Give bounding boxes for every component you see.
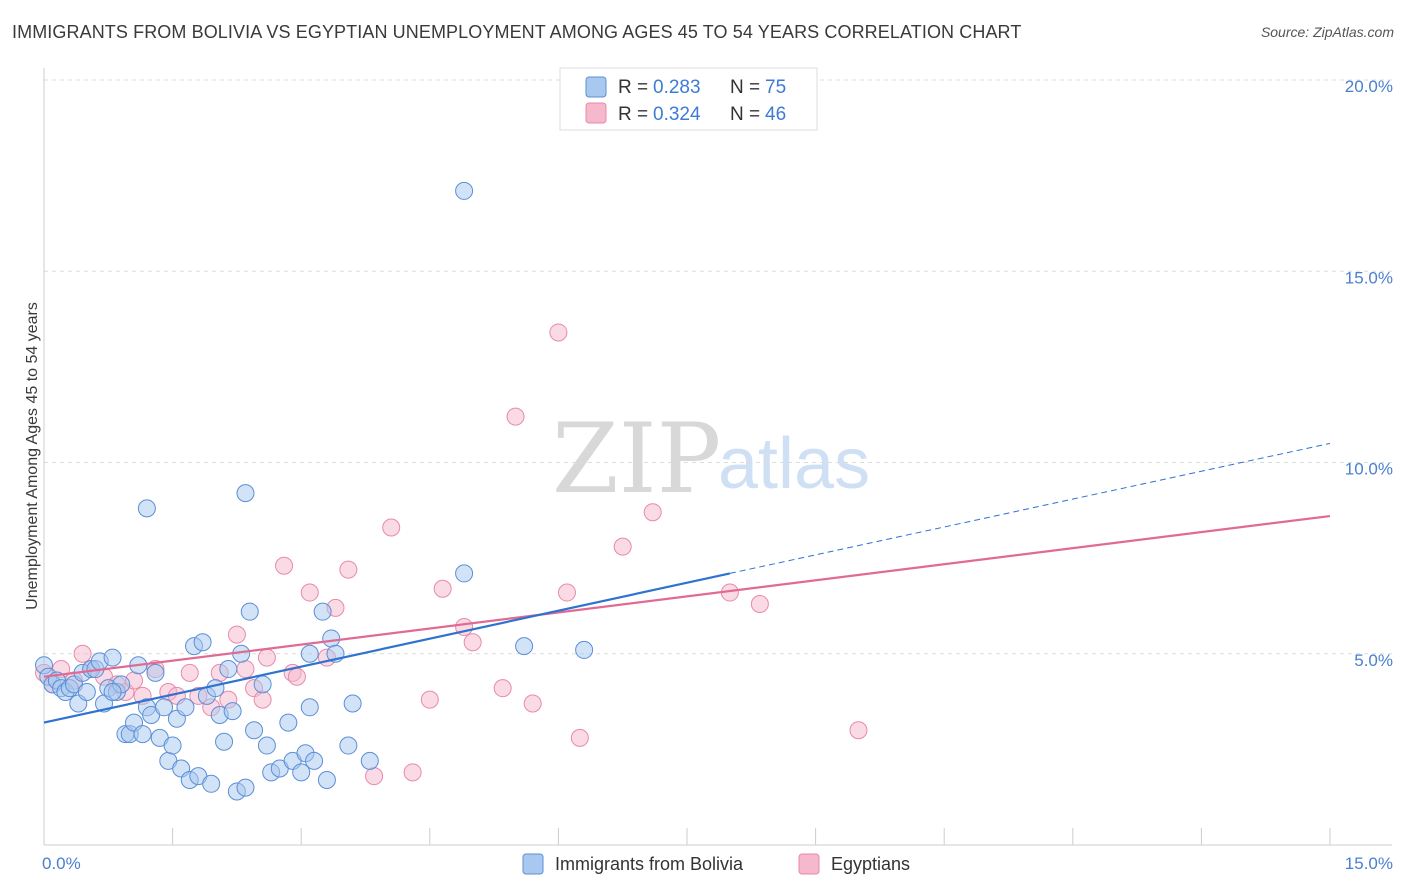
bolivia-point-51 [257,736,276,755]
trend-line-bolivia-extension [729,442,1331,574]
legend-swatch-egyptians [585,102,607,124]
y-axis-label: Unemployment Among Ages 45 to 54 years [24,302,41,610]
bolivia-point-71 [455,564,474,583]
egyptians-point-47 [750,595,769,614]
bolivia-point-23 [133,725,152,744]
y-tick-label-3: 20.0% [1345,77,1393,96]
egyptians-point-19 [227,625,246,644]
egyptians-point-32 [382,518,401,537]
legend-r-value-1: 0.283 [653,77,701,98]
y-tick-label-1: 10.0% [1345,460,1393,479]
egyptians-point-23 [257,648,276,667]
bolivia-point-43 [219,660,238,679]
egyptians-point-20 [236,660,255,679]
y-tick-label-2: 15.0% [1345,268,1393,287]
bolivia-point-16 [103,648,122,667]
bottom-legend: Immigrants from Bolivia Egyptians [522,853,910,875]
watermark-zip: ZIP [552,403,721,515]
egyptians-point-26 [287,667,306,686]
trend-lines [43,442,1331,724]
bottom-legend-swatch-egyptians [798,853,820,875]
bolivia-point-26 [146,663,165,682]
bolivia-point-64 [339,736,358,755]
series-bolivia-points [35,181,594,801]
legend-n-value-1: 75 [765,77,786,98]
egyptians-point-27 [300,583,319,602]
egyptians-point-43 [570,728,589,747]
bolivia-point-72 [515,637,534,656]
bolivia-point-60 [313,602,332,621]
egyptians-point-22 [253,690,272,709]
bolivia-point-49 [245,721,264,740]
axes [43,68,1392,846]
egyptians-point-34 [420,690,439,709]
bolivia-point-70 [455,181,474,200]
bolivia-point-56 [292,763,311,782]
egyptians-point-24 [275,556,294,575]
egyptians-point-30 [339,560,358,579]
bolivia-point-10 [77,683,96,701]
bolivia-point-44 [223,702,242,721]
egyptians-point-44 [613,537,632,556]
bolivia-point-33 [176,698,195,717]
egyptians-point-31 [365,767,384,786]
egyptians-point-45 [643,503,662,522]
egyptians-point-48 [849,721,868,740]
bolivia-point-37 [193,633,212,652]
bolivia-point-65 [343,694,362,713]
bolivia-point-58 [300,698,319,717]
bolivia-point-30 [163,736,182,755]
grid-lines [44,79,1392,655]
bolivia-point-74 [103,683,122,701]
bolivia-point-50 [253,675,272,694]
legend-n-label-2: N = [730,104,760,125]
x-tick-label-1: 15.0% [1345,854,1393,873]
bolivia-point-48 [240,602,259,621]
bolivia-point-62 [322,629,341,648]
bolivia-point-66 [360,751,379,770]
legend-n-value-2: 46 [765,104,786,125]
chart-title: IMMIGRANTS FROM BOLIVIA VS EGYPTIAN UNEM… [12,22,1022,42]
bolivia-point-67 [137,499,156,518]
bolivia-point-69 [300,644,319,663]
legend-r-label-1: R = [618,77,648,98]
egyptians-point-39 [506,407,525,426]
egyptians-point-35 [433,579,452,598]
bottom-legend-bolivia: Immigrants from Bolivia [555,854,744,874]
x-tick-label-0: 0.0% [42,854,81,873]
bolivia-point-47 [236,778,255,797]
bolivia-point-61 [317,770,336,789]
series-egyptians-points [35,323,868,786]
bolivia-point-40 [206,679,225,698]
legend-n-label-1: N = [730,77,760,98]
bolivia-point-42 [215,732,234,751]
trend-line-bolivia [43,572,731,724]
source-credit: Source: ZipAtlas.com [1260,24,1394,40]
trend-line-egyptians [43,514,1331,678]
bolivia-point-54 [279,713,298,732]
watermark-atlas: atlas [718,424,870,504]
egyptians-point-33 [403,763,422,782]
bolivia-point-59 [305,751,324,770]
bottom-legend-egyptians: Egyptians [831,854,910,874]
tick-labels: 5.0% 10.0% 15.0% 20.0% 0.0% 15.0% [42,77,1393,873]
egyptians-point-40 [523,694,542,713]
bolivia-point-68 [236,484,255,503]
legend-r-value-2: 0.324 [653,104,701,125]
egyptians-point-41 [549,323,568,342]
bolivia-point-39 [202,774,221,793]
bolivia-point-73 [575,640,594,659]
egyptians-point-14 [180,663,199,682]
legend-swatch-bolivia [585,76,607,98]
egyptians-point-42 [557,583,576,602]
bottom-legend-swatch-bolivia [522,853,544,875]
egyptians-point-37 [463,633,482,652]
y-tick-label-0: 5.0% [1354,651,1393,670]
egyptians-point-4 [73,644,92,663]
egyptians-point-38 [493,679,512,698]
bolivia-point-28 [155,698,174,717]
legend-r-label-2: R = [618,104,648,125]
top-legend: R = 0.283 N = 75 R = 0.324 N = 46 [559,67,818,131]
